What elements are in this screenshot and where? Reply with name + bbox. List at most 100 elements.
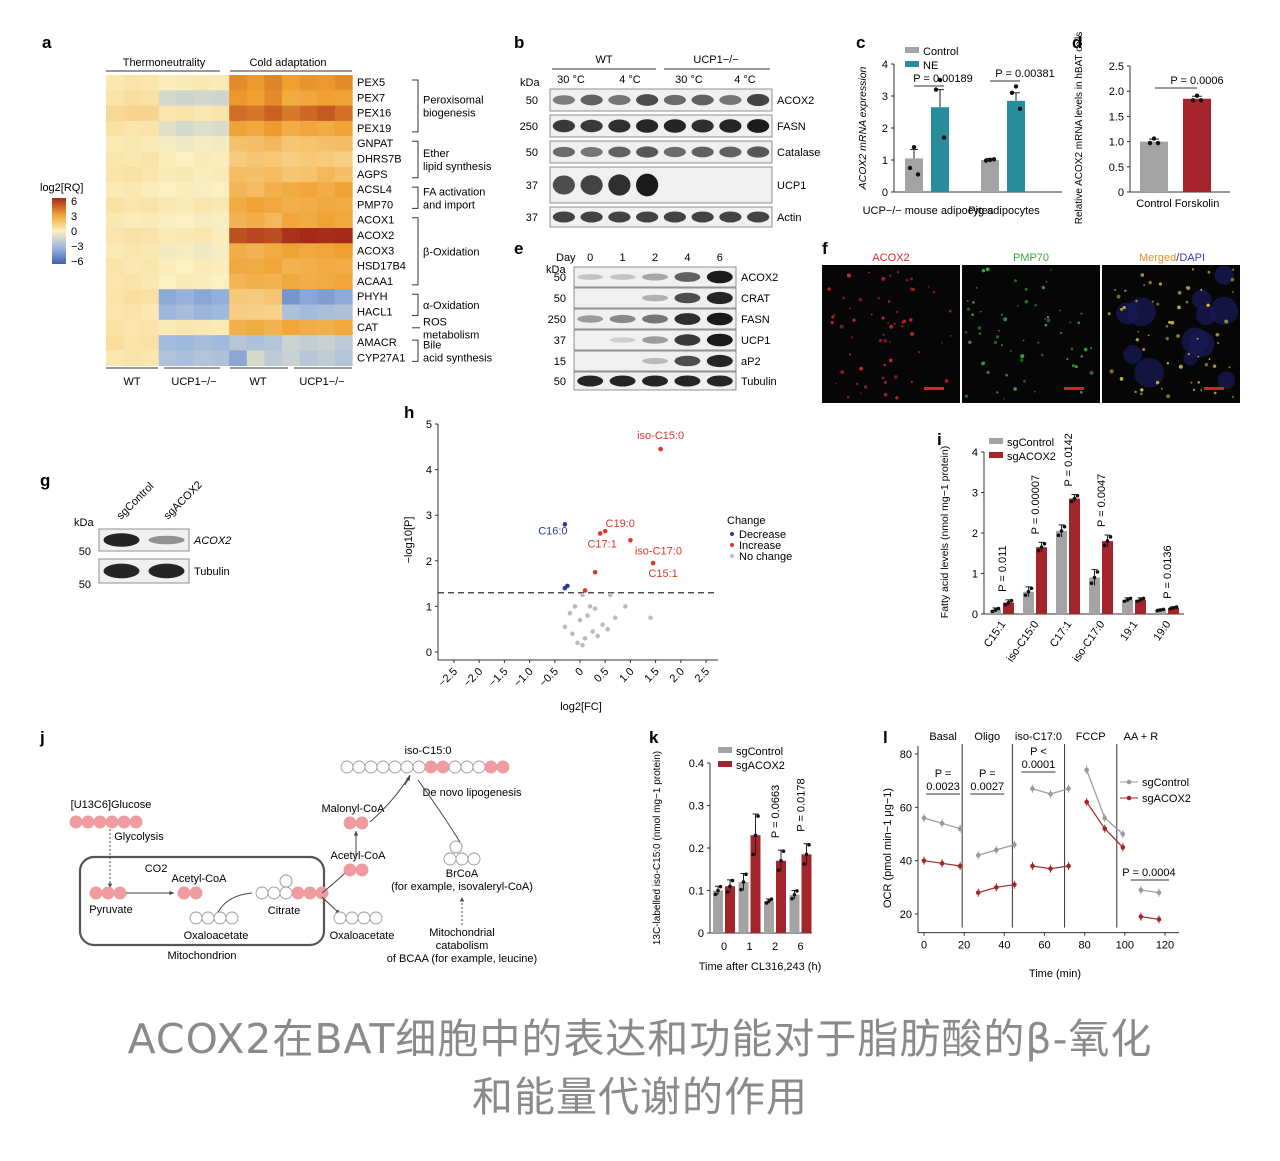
oxaloacetate-inner-carbon	[213, 911, 227, 925]
heatmap-cell	[317, 197, 336, 213]
chart-l-point	[975, 890, 981, 895]
blot-e-ap2-band	[642, 357, 668, 365]
fluorescent-spot	[1024, 299, 1029, 304]
heatmap-gene-label: CYP27A1	[357, 352, 405, 364]
chart-k-point	[767, 899, 771, 903]
blot-b-catalase-strip	[549, 140, 773, 164]
heatmap-cell	[123, 151, 142, 168]
heatmap-cell	[229, 105, 248, 122]
heatmap-cell	[334, 182, 353, 198]
heatmap-cell	[106, 151, 124, 168]
micro-title-acox2: ACOX2	[872, 252, 909, 264]
malonyl-carbon	[355, 816, 369, 830]
fluorescent-spot	[1231, 395, 1235, 399]
heatmap-cell	[176, 136, 195, 152]
caption-line-2: 和能量代谢的作用	[472, 1073, 808, 1121]
chart-k-point	[713, 892, 718, 897]
fluorescent-spot	[910, 277, 913, 281]
fluorescent-spot	[883, 363, 886, 367]
heatmap-cell	[299, 151, 318, 168]
blot-b-temp-2: 4 °C	[619, 74, 641, 86]
heatmap-cell	[158, 182, 177, 198]
heatmap-cell	[246, 136, 265, 152]
chart-l-point	[957, 826, 963, 831]
blot-b-fasn-band	[636, 119, 659, 133]
chart-i-point	[1135, 599, 1140, 604]
chart-d-point	[1198, 98, 1204, 103]
chart-l-point	[1084, 767, 1089, 773]
heatmap-cell	[211, 273, 230, 290]
heatmap-cell	[246, 212, 265, 229]
panel-l: l OCR (pmol min−1 μg−1) 20 40 60 80 0 20 40 60 8…	[882, 728, 1191, 980]
chart-i-bar	[1069, 498, 1080, 614]
blot-e-tubulin-band	[609, 375, 636, 387]
heatmap-cell	[194, 182, 212, 198]
chart-c-ytick: 1	[882, 155, 888, 167]
chart-l-xlabel: Time (min)	[1029, 968, 1081, 980]
fluorescent-spot	[1003, 397, 1006, 400]
citrate-carbon	[279, 886, 293, 900]
heatmap-category-label: β-Oxidation	[423, 246, 479, 258]
blot-e-ucp1-band	[706, 333, 733, 347]
blot-e-mw: 37	[554, 335, 566, 347]
chart-d: 0 0.5 1.0 1.5 2.0 2.5 Control Forskolin	[1109, 61, 1230, 210]
fluorescent-spot	[966, 307, 971, 311]
fluorescent-spot	[1059, 309, 1062, 312]
fluorescent-spot	[1192, 388, 1196, 391]
blot-b-fasn-band	[580, 119, 603, 133]
fluorescent-spot	[870, 313, 873, 316]
blot-b-acox2-strip	[549, 88, 773, 112]
nucleus-spot	[1127, 297, 1156, 327]
heatmap-cell	[264, 319, 283, 336]
blot-b-acox2-band	[691, 94, 714, 106]
blot-b-temp-4: 4 °C	[734, 74, 756, 86]
chart-h-point	[650, 560, 656, 566]
chart-c-point	[915, 172, 921, 177]
chart-l-point	[1156, 890, 1162, 895]
chart-i-xtick: iso-C17:0	[1071, 619, 1108, 664]
chart-c-ytick: 4	[882, 59, 888, 71]
chart-l-point	[1102, 826, 1108, 831]
heatmap-cell	[176, 120, 195, 137]
heatmap-cell	[264, 105, 283, 122]
heatmap-cell	[264, 228, 283, 244]
heatmap-cell	[194, 335, 212, 351]
blot-b-actin-band	[719, 211, 742, 223]
heatmap-scale-tick: −3	[71, 241, 84, 253]
fluorescent-spot	[888, 358, 893, 363]
fluorescent-spot	[877, 296, 880, 300]
fluorescent-spot	[977, 326, 982, 330]
heatmap-cell	[282, 212, 300, 229]
isoc15-carbon	[496, 760, 510, 774]
fluorescent-spot	[1000, 313, 1004, 317]
fluorescent-spot	[1119, 377, 1124, 381]
heatmap-cell	[229, 258, 248, 275]
heatmap-scale-tick: −6	[71, 256, 84, 268]
pyruvate-carbon	[101, 886, 115, 900]
fluorescent-spot	[1089, 346, 1093, 350]
heatmap-cell	[158, 289, 177, 305]
heatmap-cell	[264, 197, 283, 213]
fluorescent-spot	[998, 329, 1000, 332]
panel-letter-g: g	[40, 471, 50, 490]
fluorescent-spot	[1200, 288, 1203, 291]
chart-h-legend-decrease: Decrease	[739, 529, 786, 541]
blot-b-temp-3: 30 °C	[675, 74, 703, 86]
chart-i-bar	[1102, 541, 1113, 614]
chart-l-pvalue: P = 0.0023	[926, 768, 960, 793]
panel-letter-a: a	[42, 33, 52, 52]
fluorescent-spot	[1077, 321, 1081, 325]
fluorescent-spot	[1140, 388, 1144, 392]
heatmap-bracket	[412, 186, 419, 209]
fluorescent-spot	[1000, 344, 1003, 347]
heatmap-cell	[317, 289, 336, 305]
blot-b-group-wt: WT	[595, 54, 612, 66]
chart-k-point	[739, 887, 743, 892]
arrow-head	[169, 890, 174, 896]
blot-e-mw: 250	[548, 314, 566, 326]
chart-i-point	[1089, 581, 1094, 586]
chart-i-point	[1003, 602, 1008, 607]
heatmap-cell	[194, 319, 212, 336]
fluorescent-spot	[1134, 390, 1137, 394]
chart-i-point	[1105, 539, 1110, 543]
